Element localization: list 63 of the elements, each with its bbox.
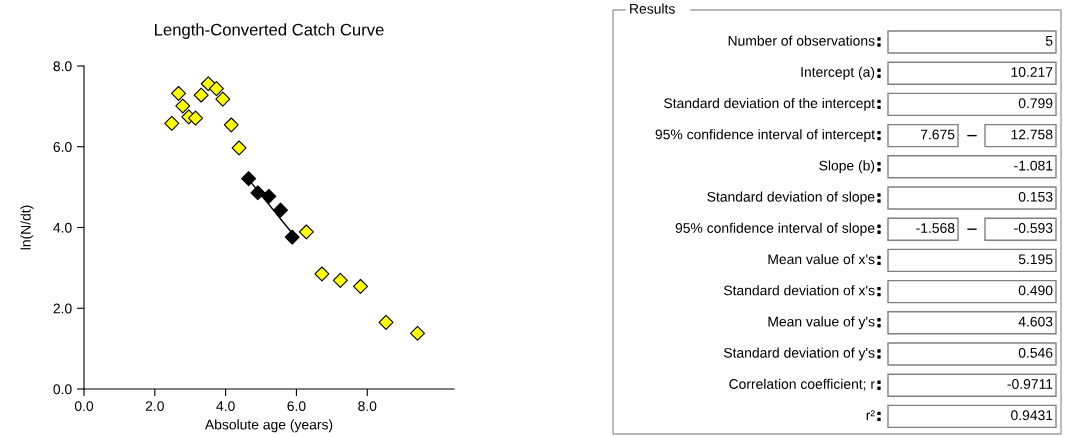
data-label: -0.9711 [1007, 379, 1053, 389]
category-label: Mean value of y's [768, 316, 875, 330]
category-label: Correlation coefficient; r [729, 378, 875, 391]
chart-title: Length-Converted Catch Curve [155, 23, 384, 39]
data-label: 5 [1045, 36, 1053, 46]
category-label: Slope (b) [819, 160, 875, 174]
y-tick-label: 6.0 [53, 142, 72, 152]
category-label: Standard deviation of the intercept [664, 97, 875, 111]
category-label: 95% confidence interval of intercept [655, 129, 875, 143]
point [231, 140, 247, 156]
point [241, 171, 257, 187]
x-tick-label: 4.0 [216, 401, 235, 412]
data-label: 0.9431 [1011, 410, 1053, 421]
x-tick-label: 0.0 [74, 401, 94, 412]
point [200, 76, 216, 92]
data-label: 0.546 [1018, 347, 1053, 358]
point [175, 98, 191, 114]
data-label: 4.603 [1018, 316, 1053, 327]
data-label: -1.081 [1014, 160, 1053, 171]
data-label: -0.593 [1014, 223, 1053, 233]
point [193, 87, 209, 103]
point [273, 202, 289, 218]
data-label: 0.490 [1018, 285, 1053, 296]
point [208, 81, 224, 97]
data-label: 7.675 [920, 129, 955, 140]
point [353, 278, 369, 294]
y-tick-label: 8.0 [53, 61, 72, 72]
data-label: 0.153 [1018, 191, 1053, 202]
x-axis-title: Absolute age (years) [204, 419, 333, 433]
text: Results [630, 3, 675, 14]
point [410, 325, 426, 341]
category-label: Number of observations [728, 35, 875, 46]
point [378, 314, 394, 330]
category-label: Standard deviation of y's [723, 347, 875, 361]
y-tick-label: 0.0 [53, 384, 72, 395]
y-tick-label: 4.0 [53, 222, 72, 233]
point [188, 110, 204, 126]
category-label: Intercept (a) [801, 66, 875, 80]
x-tick-label: 8.0 [358, 401, 377, 412]
x-tick-label: 2.0 [145, 401, 164, 412]
category-label: 95% confidence interval of slope [675, 222, 875, 236]
point [164, 115, 180, 131]
data-label: 5.195 [1018, 254, 1053, 265]
x-tick-label: 6.0 [287, 401, 306, 412]
y-tick-label: 2.0 [53, 303, 72, 314]
point [314, 266, 330, 282]
category-label: r² [866, 410, 875, 420]
category-label: Standard deviation of x's [723, 285, 875, 296]
point [215, 91, 231, 107]
point [261, 188, 277, 204]
category-label: Mean value of x's [768, 253, 875, 265]
point [284, 229, 300, 245]
point [298, 224, 314, 240]
point [250, 185, 266, 201]
data-label: 0.799 [1018, 98, 1053, 109]
point [171, 85, 187, 101]
data-label: -1.568 [916, 223, 955, 233]
data-label: 12.758 [1011, 129, 1053, 140]
point [332, 272, 348, 288]
category-label: Standard deviation of slope [707, 191, 875, 205]
point [223, 117, 239, 133]
y-axis-title: ln(N/dt) [20, 205, 34, 250]
data-label: 10.217 [1011, 67, 1053, 77]
